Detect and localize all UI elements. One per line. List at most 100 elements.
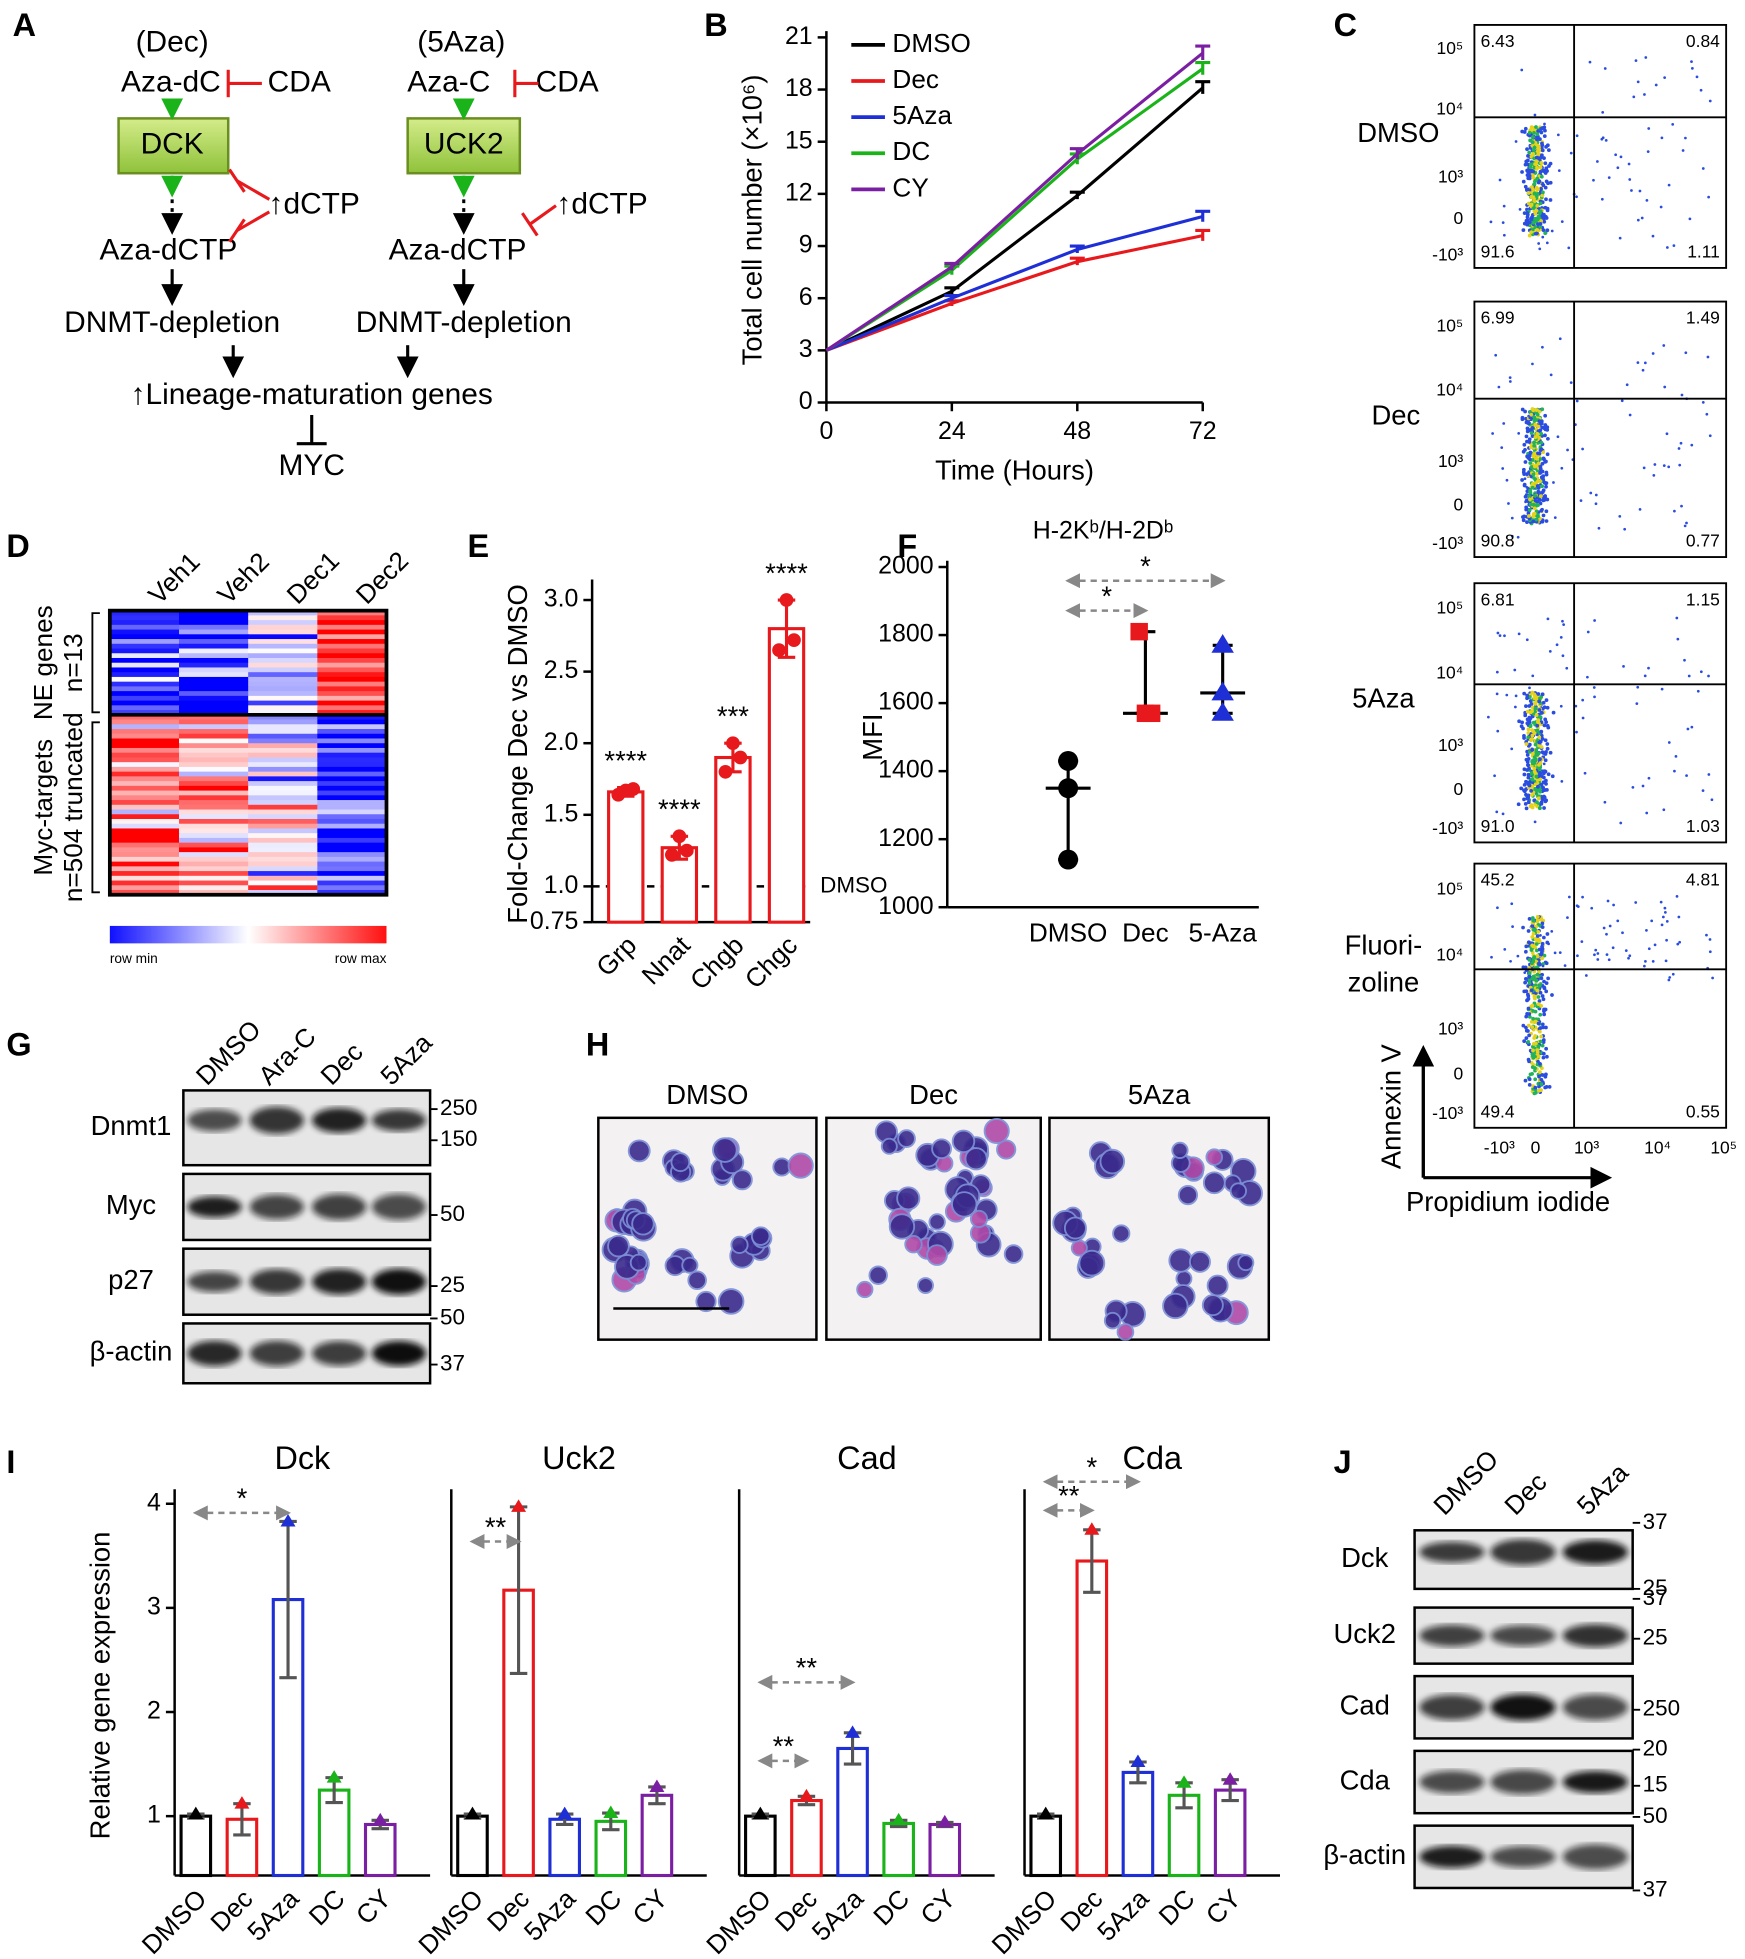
flow-dot: [1535, 934, 1540, 938]
flow-dot: [1534, 408, 1539, 413]
flow-dot: [1560, 466, 1564, 470]
heatmap-cell: [248, 738, 318, 744]
size-marker: 25: [1643, 1625, 1668, 1650]
heatmap-cell: [109, 648, 180, 654]
heatmap-cell: [178, 795, 249, 801]
flow-dot: [1596, 952, 1600, 955]
flow-dot: [1542, 723, 1547, 728]
flow-dot: [1531, 472, 1536, 477]
quadrant-value: 6.99: [1481, 308, 1515, 328]
flow-dot: [1545, 932, 1550, 936]
y-tick-label: 18: [785, 74, 813, 102]
data-marker: [937, 1814, 953, 1828]
heatmap-cell: [248, 837, 318, 844]
flow-dot: [1540, 1073, 1545, 1077]
flow-dot: [1537, 961, 1541, 966]
heatmap-cell: [248, 719, 318, 725]
data-marker: [234, 1796, 250, 1809]
diagram-node: CDA: [536, 65, 599, 98]
heatmap-cell: [317, 833, 388, 839]
flow-dot: [1532, 196, 1536, 201]
flow-dot: [1526, 421, 1531, 426]
blot-row-label: β-actin: [90, 1336, 173, 1367]
flow-dot: [1523, 713, 1528, 718]
flow-dot: [1528, 686, 1531, 690]
flow-dot: [1538, 1061, 1542, 1066]
legend-label: Dec: [892, 64, 939, 94]
cell: [1171, 1141, 1189, 1160]
heatmap-cell: [248, 833, 318, 839]
heatmap-cell: [109, 672, 180, 678]
flow-dot: [1671, 123, 1675, 126]
heatmap-cell: [248, 814, 318, 820]
error-bar: [1195, 80, 1211, 94]
comparison-label: *: [1086, 1451, 1097, 1482]
y-tick-label: -10³: [1432, 1103, 1463, 1123]
bar: [744, 1814, 777, 1878]
heatmap-cell: [248, 610, 318, 616]
flow-dot: [1534, 757, 1538, 762]
x-tick-label: Nnat: [636, 930, 697, 991]
flow-dot: [1530, 1025, 1535, 1030]
y-tick-label: 1200: [878, 824, 933, 852]
flow-dot: [1532, 191, 1537, 196]
heatmap-cell: [317, 657, 388, 664]
heatmap-cell: [178, 852, 249, 858]
flow-dot: [1540, 797, 1545, 802]
panel-letter: H: [586, 1026, 609, 1062]
flow-dot: [1545, 788, 1549, 792]
flow-dot: [1517, 719, 1521, 724]
heatmap-cell: [248, 781, 318, 787]
flow-dot: [1535, 1048, 1540, 1052]
flow-dot: [1535, 479, 1540, 484]
data-point: [787, 633, 801, 647]
diagram-node: CDA: [268, 65, 331, 98]
flow-dot: [1527, 437, 1532, 442]
heatmap-cell: [248, 800, 318, 806]
cell: [1177, 1184, 1199, 1206]
flow-dot: [1529, 788, 1534, 793]
lane-label: 5Aza: [374, 1027, 438, 1091]
flow-dot: [1520, 68, 1524, 72]
data-marker: [372, 1812, 388, 1826]
flow-dot: [1522, 467, 1526, 472]
cell: [1201, 1294, 1224, 1317]
y-tick-label: 1: [147, 1801, 161, 1829]
flow-dot: [1545, 746, 1550, 751]
chart-title: Cad: [837, 1440, 896, 1476]
data-point: [1058, 778, 1079, 799]
blot-band: [1490, 1694, 1556, 1721]
blot-row-label: p27: [108, 1264, 154, 1295]
flow-dot: [1671, 972, 1675, 976]
flow-dot: [1495, 692, 1499, 696]
heatmap-cell: [248, 856, 318, 863]
error-bar: [1195, 44, 1211, 60]
heatmap-cell: [178, 686, 249, 692]
cell: [888, 1213, 916, 1240]
legend-label: DMSO: [892, 28, 970, 58]
flow-dot: [1522, 691, 1527, 696]
flow-dot: [1667, 741, 1671, 744]
flow-dot: [1531, 519, 1536, 524]
y-tick-label: 10⁴: [1436, 380, 1463, 400]
image-title: Dec: [909, 1079, 958, 1110]
heatmap-cell: [178, 866, 249, 872]
cell: [1175, 1270, 1193, 1288]
flow-dot: [1699, 670, 1703, 674]
significance: ****: [658, 794, 701, 825]
flow-dot: [1501, 221, 1505, 224]
y-tick-label: 10⁴: [1436, 99, 1463, 119]
flow-dot: [1543, 171, 1548, 175]
heatmap-cell: [178, 676, 249, 683]
flow-dot: [1544, 509, 1549, 514]
flow-dot: [1543, 413, 1548, 418]
flow-dot: [1522, 1039, 1527, 1044]
x-tick-label: 5Aza: [806, 1883, 870, 1947]
flow-dot: [1523, 477, 1527, 481]
y-tick-label: 0: [1453, 495, 1463, 515]
flow-dot: [1535, 496, 1539, 500]
flow-dot: [1543, 205, 1548, 210]
cell: [1078, 1249, 1106, 1277]
flow-dot: [1575, 399, 1579, 403]
flow-dot: [1685, 521, 1688, 525]
